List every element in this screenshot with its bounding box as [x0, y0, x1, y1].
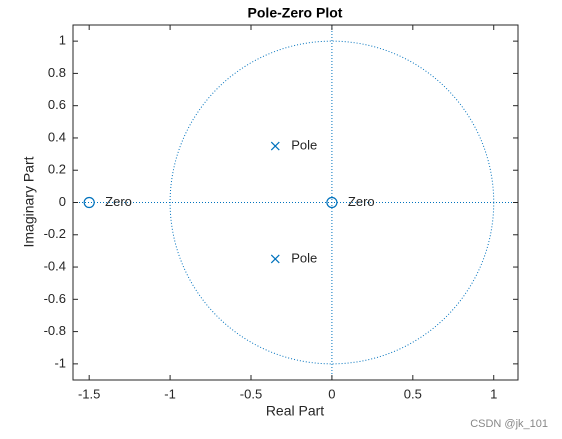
chart-title: Pole-Zero Plot: [248, 5, 343, 21]
y-tick-label: -1: [54, 355, 66, 370]
y-tick-label: -0.4: [44, 258, 66, 273]
y-tick-label: -0.2: [44, 226, 66, 241]
x-axis-label: Real Part: [266, 403, 324, 419]
y-tick-label: -0.8: [44, 323, 66, 338]
y-tick-label: 0: [59, 194, 66, 209]
x-tick-label: -1: [164, 386, 176, 401]
point-label: Pole: [291, 137, 317, 152]
point-label: Zero: [105, 194, 132, 209]
x-tick-label: -1.5: [78, 386, 100, 401]
y-axis-label: Imaginary Part: [21, 156, 37, 247]
x-tick-label: 0.5: [404, 386, 422, 401]
pole-marker: [270, 141, 280, 151]
x-tick-label: -0.5: [240, 386, 262, 401]
x-tick-label: 0: [328, 386, 335, 401]
pole-marker: [270, 254, 280, 264]
zero-marker: [326, 196, 338, 209]
y-tick-label: 0.8: [48, 65, 66, 80]
watermark: CSDN @jk_101: [470, 418, 548, 430]
y-tick-label: 0.4: [48, 129, 66, 144]
y-tick-label: 0.6: [48, 97, 66, 112]
point-label: Pole: [291, 250, 317, 265]
point-label: Zero: [348, 194, 375, 209]
x-tick-label: 1: [490, 386, 497, 401]
y-tick-label: 0.2: [48, 162, 66, 177]
zero-marker: [83, 196, 95, 209]
y-tick-label: -0.6: [44, 291, 66, 306]
y-tick-label: 1: [59, 33, 66, 48]
